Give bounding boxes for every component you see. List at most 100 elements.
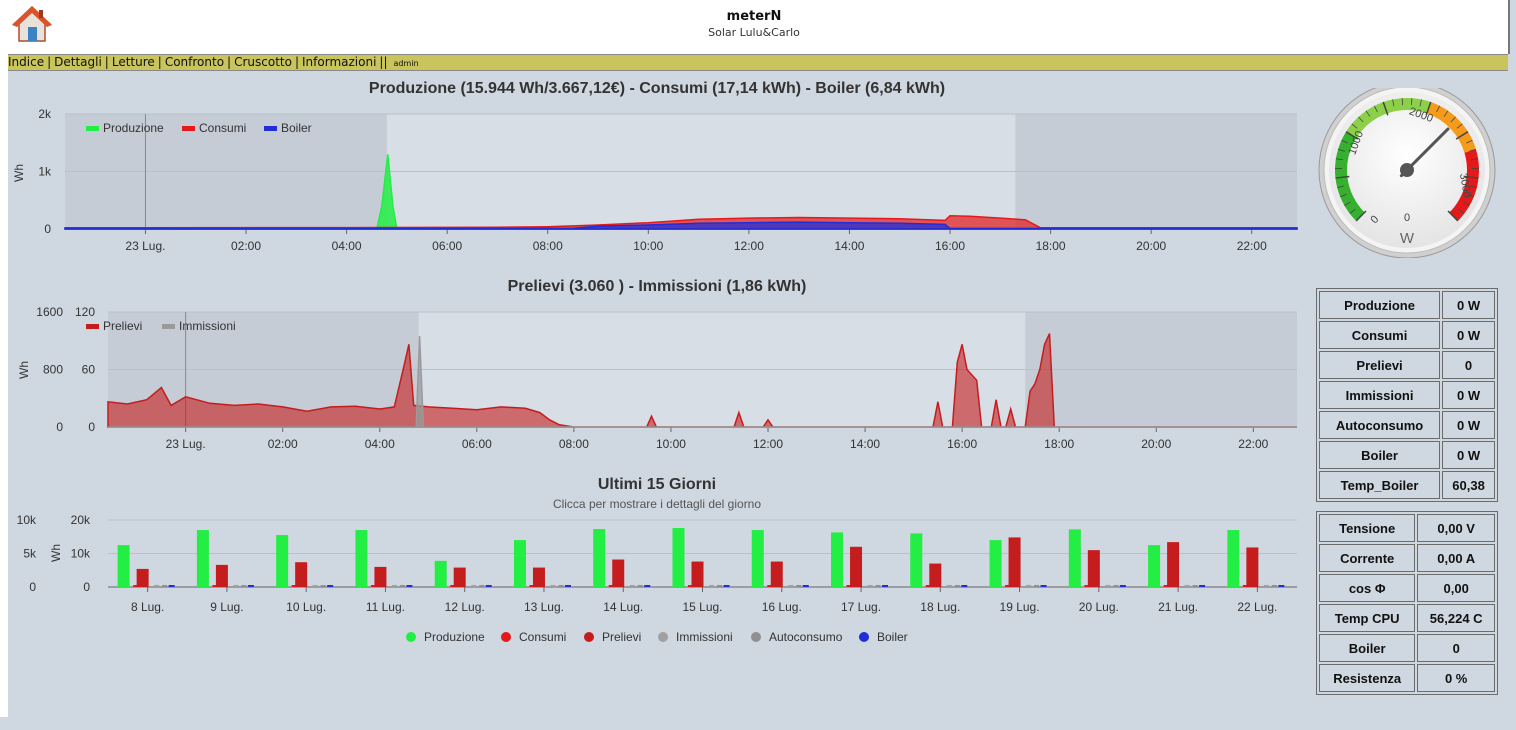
bar-produzione[interactable] bbox=[990, 540, 1002, 587]
x-tick-label[interactable]: 17 Lug. bbox=[841, 600, 881, 614]
menu-item-indice[interactable]: Indice bbox=[8, 55, 44, 69]
bar-immissioni[interactable] bbox=[709, 585, 714, 587]
bar-immissioni[interactable] bbox=[233, 585, 238, 587]
bar-immissioni[interactable] bbox=[550, 585, 555, 587]
bar-produzione[interactable] bbox=[673, 528, 685, 587]
legend-item-boiler[interactable]: Boiler bbox=[877, 630, 908, 644]
x-tick-label[interactable]: 18 Lug. bbox=[920, 600, 960, 614]
bar-boiler[interactable] bbox=[1120, 585, 1126, 587]
bar-prelievi[interactable] bbox=[1246, 547, 1258, 587]
bar-prelievi[interactable] bbox=[850, 547, 862, 587]
x-tick-label[interactable]: 8 Lug. bbox=[131, 600, 164, 614]
bar-prelievi[interactable] bbox=[374, 567, 386, 587]
x-tick-label[interactable]: 22 Lug. bbox=[1237, 600, 1277, 614]
bar-immissioni[interactable] bbox=[1105, 585, 1110, 587]
bar-boiler[interactable] bbox=[327, 585, 333, 587]
bar-autoconsumo[interactable] bbox=[717, 585, 722, 587]
bar-produzione[interactable] bbox=[1227, 530, 1239, 587]
last-15-days-chart-subtitle[interactable]: Clicca per mostrare i dettagli del giorn… bbox=[553, 497, 761, 511]
bar-produzione[interactable] bbox=[1148, 545, 1160, 587]
menu-item-cruscotto[interactable]: Cruscotto bbox=[234, 55, 292, 69]
bar-prelievi[interactable] bbox=[929, 564, 941, 587]
menu-item-informazioni[interactable]: Informazioni bbox=[302, 55, 376, 69]
bar-boiler[interactable] bbox=[565, 585, 571, 587]
bar-prelievi[interactable] bbox=[612, 560, 624, 587]
x-tick-label[interactable]: 16 Lug. bbox=[762, 600, 802, 614]
x-tick-label[interactable]: 12 Lug. bbox=[445, 600, 485, 614]
bar-immissioni[interactable] bbox=[788, 585, 793, 587]
bar-autoconsumo[interactable] bbox=[876, 585, 881, 587]
bar-autoconsumo[interactable] bbox=[1193, 585, 1198, 587]
x-tick-label[interactable]: 10 Lug. bbox=[286, 600, 326, 614]
bar-immissioni[interactable] bbox=[313, 585, 318, 587]
bar-prelievi[interactable] bbox=[1167, 542, 1179, 587]
bar-prelievi[interactable] bbox=[1088, 550, 1100, 587]
last-15-days-chart[interactable]: Ultimi 15 Giorni Clicca per mostrare i d… bbox=[17, 476, 1297, 644]
bar-produzione[interactable] bbox=[910, 533, 922, 587]
bar-produzione[interactable] bbox=[593, 529, 605, 587]
bar-autoconsumo[interactable] bbox=[558, 585, 563, 587]
bar-produzione[interactable] bbox=[514, 540, 526, 587]
bar-boiler[interactable] bbox=[803, 585, 809, 587]
menu-item-admin[interactable]: admin bbox=[394, 59, 419, 68]
menu-item-letture[interactable]: Letture bbox=[112, 55, 155, 69]
bar-produzione[interactable] bbox=[1069, 529, 1081, 587]
bar-immissioni[interactable] bbox=[947, 585, 952, 587]
bar-produzione[interactable] bbox=[435, 561, 447, 587]
legend-item-prelievi[interactable]: Prelievi bbox=[103, 319, 142, 333]
legend-item-boiler[interactable]: Boiler bbox=[281, 121, 312, 135]
bar-produzione[interactable] bbox=[118, 545, 130, 587]
x-tick-label[interactable]: 19 Lug. bbox=[1000, 600, 1040, 614]
x-tick-label[interactable]: 15 Lug. bbox=[682, 600, 722, 614]
bar-immissioni[interactable] bbox=[1264, 585, 1269, 587]
production-chart[interactable]: Produzione (15.944 Wh/3.667,12€) - Consu… bbox=[12, 80, 1297, 253]
bar-boiler[interactable] bbox=[724, 585, 730, 587]
bar-autoconsumo[interactable] bbox=[400, 585, 405, 587]
bar-immissioni[interactable] bbox=[1026, 585, 1031, 587]
x-tick-label[interactable]: 9 Lug. bbox=[210, 600, 243, 614]
bar-autoconsumo[interactable] bbox=[955, 585, 960, 587]
bar-immissioni[interactable] bbox=[392, 585, 397, 587]
x-tick-label[interactable]: 20 Lug. bbox=[1079, 600, 1119, 614]
legend-item-autoconsumo[interactable]: Autoconsumo bbox=[769, 630, 843, 644]
bar-prelievi[interactable] bbox=[771, 562, 783, 587]
legend-item-immissioni[interactable]: Immissioni bbox=[179, 319, 236, 333]
bar-prelievi[interactable] bbox=[216, 565, 228, 587]
x-tick-label[interactable]: 13 Lug. bbox=[524, 600, 564, 614]
bar-autoconsumo[interactable] bbox=[241, 585, 246, 587]
bar-immissioni[interactable] bbox=[868, 585, 873, 587]
legend-item-consumi[interactable]: Consumi bbox=[519, 630, 566, 644]
bar-boiler[interactable] bbox=[1278, 585, 1284, 587]
bar-autoconsumo[interactable] bbox=[321, 585, 326, 587]
bar-prelievi[interactable] bbox=[137, 569, 149, 587]
bar-boiler[interactable] bbox=[486, 585, 492, 587]
bar-prelievi[interactable] bbox=[1009, 537, 1021, 587]
bar-prelievi[interactable] bbox=[692, 562, 704, 587]
x-tick-label[interactable]: 11 Lug. bbox=[366, 600, 405, 614]
bar-produzione[interactable] bbox=[276, 535, 288, 587]
bar-autoconsumo[interactable] bbox=[1034, 585, 1039, 587]
legend-item-immissioni[interactable]: Immissioni bbox=[676, 630, 733, 644]
bar-immissioni[interactable] bbox=[1185, 585, 1190, 587]
legend-item-consumi[interactable]: Consumi bbox=[199, 121, 246, 135]
bar-produzione[interactable] bbox=[752, 530, 764, 587]
bar-prelievi[interactable] bbox=[454, 568, 466, 587]
x-tick-label[interactable]: 21 Lug. bbox=[1158, 600, 1198, 614]
bar-boiler[interactable] bbox=[169, 585, 175, 587]
bar-boiler[interactable] bbox=[406, 585, 412, 587]
legend-item-produzione[interactable]: Produzione bbox=[103, 121, 164, 135]
bar-boiler[interactable] bbox=[248, 585, 254, 587]
x-tick-label[interactable]: 14 Lug. bbox=[603, 600, 643, 614]
bar-prelievi[interactable] bbox=[533, 568, 545, 587]
bar-immissioni[interactable] bbox=[154, 585, 159, 587]
bar-boiler[interactable] bbox=[644, 585, 650, 587]
bar-immissioni[interactable] bbox=[471, 585, 476, 587]
grid-exchange-chart[interactable]: Prelievi (3.060 ) - Immissioni (1,86 kWh… bbox=[17, 278, 1297, 451]
bar-boiler[interactable] bbox=[1199, 585, 1205, 587]
bar-boiler[interactable] bbox=[1041, 585, 1047, 587]
bar-autoconsumo[interactable] bbox=[796, 585, 801, 587]
bar-produzione[interactable] bbox=[831, 532, 843, 587]
bar-produzione[interactable] bbox=[197, 530, 209, 587]
bar-produzione[interactable] bbox=[355, 530, 367, 587]
bar-autoconsumo[interactable] bbox=[479, 585, 484, 587]
